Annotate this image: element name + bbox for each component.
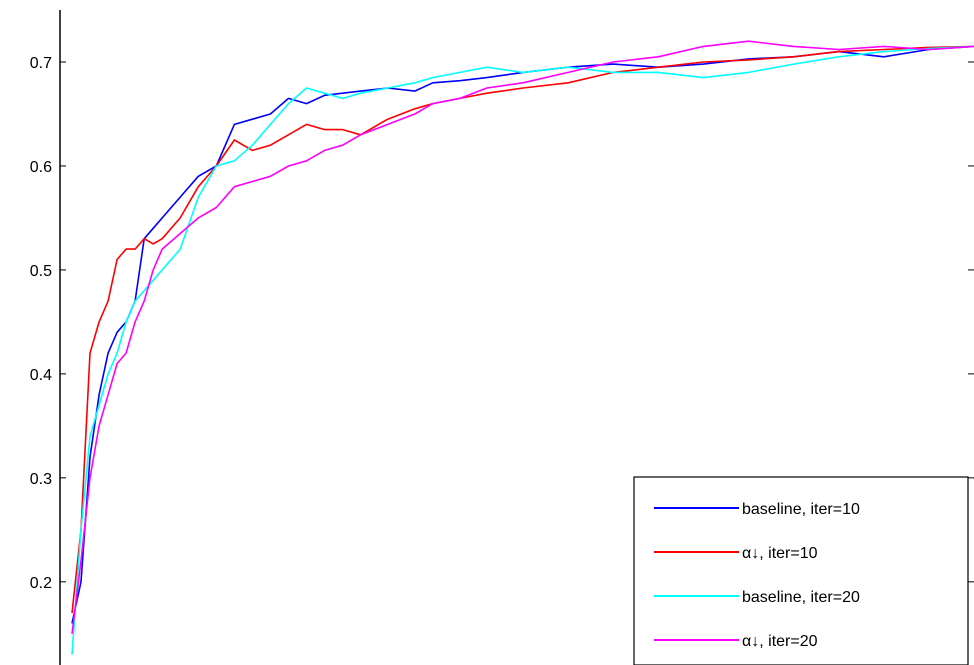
legend-label: baseline, iter=10 [742, 501, 860, 518]
series-line-4 [71, 40, 974, 634]
y-tick-label: 0.5 [30, 263, 52, 280]
legend: baseline, iter=10 α↓, iter=10 baseline, it… [633, 476, 969, 665]
legend-label: α↓, iter=10 [742, 545, 818, 562]
series-line-2 [71, 45, 974, 614]
legend-label: baseline, iter=20 [742, 589, 860, 606]
y-tick-label: 0.7 [30, 55, 52, 72]
plot-area [71, 40, 974, 655]
y-tick-label: 0.4 [30, 367, 52, 384]
legend-label: α↓, iter=20 [742, 633, 818, 650]
y-tick-label: 0.3 [30, 471, 52, 488]
y-tick-label: 0.6 [30, 159, 52, 176]
y-tick-label: 0.2 [30, 575, 52, 592]
series-line-3 [71, 45, 974, 655]
axes: 0.2 0.3 0.4 0.5 0.6 0.7 [30, 10, 974, 665]
